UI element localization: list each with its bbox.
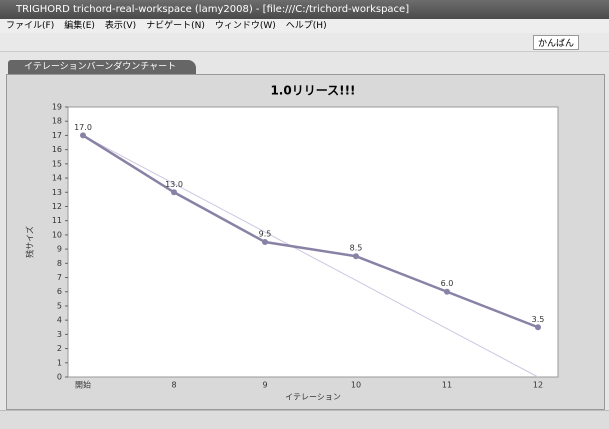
y-tick-label: 18 (52, 117, 62, 126)
data-label: 13.0 (165, 180, 183, 189)
x-tick-label: 11 (442, 381, 452, 390)
y-tick-label: 1 (57, 358, 62, 367)
y-tick-label: 15 (52, 159, 62, 168)
y-tick-label: 4 (57, 316, 62, 325)
plot-area (68, 107, 558, 377)
y-tick-label: 2 (57, 344, 62, 353)
y-tick-label: 16 (52, 145, 62, 154)
x-tick-label: 8 (171, 381, 176, 390)
x-axis-label: イテレーション (285, 393, 341, 402)
y-tick-label: 3 (57, 330, 62, 339)
x-tick-label: 10 (351, 381, 361, 390)
data-label: 6.0 (441, 279, 454, 288)
y-tick-label: 9 (57, 245, 62, 254)
y-tick-label: 17 (52, 131, 62, 140)
y-tick-label: 19 (52, 103, 62, 112)
x-tick-label: 開始 (75, 380, 91, 390)
data-label: 17.0 (74, 123, 92, 132)
y-tick-label: 11 (52, 216, 62, 225)
y-tick-label: 14 (52, 174, 62, 183)
y-tick-label: 13 (52, 188, 62, 197)
y-tick-label: 12 (52, 202, 62, 211)
y-tick-label: 10 (52, 230, 62, 239)
status-bar (0, 410, 609, 429)
data-point (535, 324, 541, 330)
data-point (80, 132, 86, 138)
x-tick-label: 12 (533, 381, 543, 390)
data-label: 3.5 (532, 315, 545, 324)
y-tick-label: 6 (57, 287, 62, 296)
y-tick-label: 0 (57, 373, 62, 382)
chart-title: 1.0リリース!!! (270, 84, 355, 98)
y-tick-label: 7 (57, 273, 62, 282)
y-tick-label: 8 (57, 259, 62, 268)
chart: 1.0リリース!!! イテレーション 残サイズ 0123456789101112… (0, 0, 609, 428)
x-tick-label: 9 (262, 381, 267, 390)
data-point (353, 253, 359, 259)
data-point (171, 189, 177, 195)
data-label: 8.5 (350, 244, 363, 253)
y-axis-label: 残サイズ (25, 226, 35, 258)
app-window: TRIGHORD trichord-real-workspace (lamy20… (0, 0, 609, 428)
data-point (444, 289, 450, 295)
data-label: 9.5 (259, 230, 272, 239)
data-point (262, 239, 268, 245)
y-tick-label: 5 (57, 301, 62, 310)
